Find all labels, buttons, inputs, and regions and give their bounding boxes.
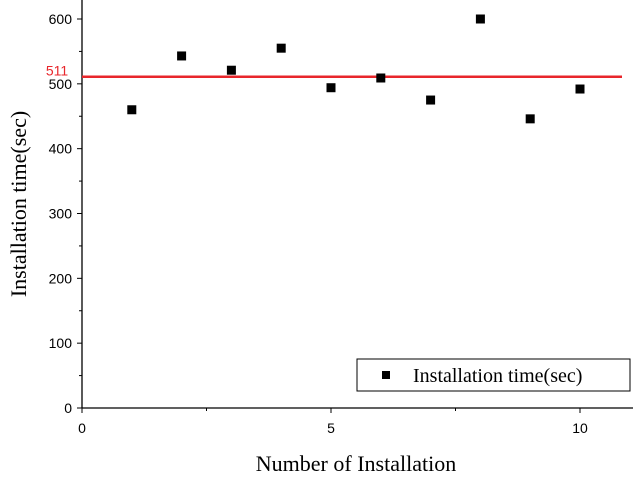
y-tick-label: 100 — [49, 335, 73, 351]
y-tick-label: 400 — [49, 141, 73, 157]
x-axis-title: Number of Installation — [256, 451, 456, 476]
data-point — [177, 51, 187, 61]
data-point — [575, 84, 585, 94]
y-tick-label: 600 — [49, 11, 73, 27]
data-point — [326, 83, 336, 93]
legend: Installation time(sec) — [356, 358, 631, 392]
y-tick-label: 500 — [49, 76, 73, 92]
data-point — [276, 43, 286, 53]
legend-box — [356, 358, 631, 392]
y-tick-label: 200 — [49, 270, 73, 286]
x-tick-label: 10 — [572, 420, 588, 436]
y-axis-title: Installation time(sec) — [6, 111, 31, 297]
x-ticks: 0 5 10 — [78, 408, 588, 436]
data-point — [525, 114, 535, 124]
reference-line-group: 511 — [46, 63, 622, 79]
data-point — [127, 105, 137, 115]
x-tick-label: 0 — [78, 420, 86, 436]
y-tick-label: 0 — [64, 400, 72, 416]
x-tick-label: 5 — [327, 420, 335, 436]
data-point — [475, 14, 485, 24]
axes — [81, 0, 633, 409]
data-point — [226, 65, 236, 75]
y-ticks: 0 100 200 300 400 500 600 — [49, 11, 82, 416]
legend-entry-label: Installation time(sec) — [413, 365, 582, 387]
y-tick-label: 300 — [49, 206, 73, 222]
reference-line-label: 511 — [46, 63, 69, 79]
data-point — [376, 73, 386, 83]
data-points — [127, 14, 585, 124]
data-point — [426, 95, 436, 105]
legend-marker — [382, 371, 390, 379]
